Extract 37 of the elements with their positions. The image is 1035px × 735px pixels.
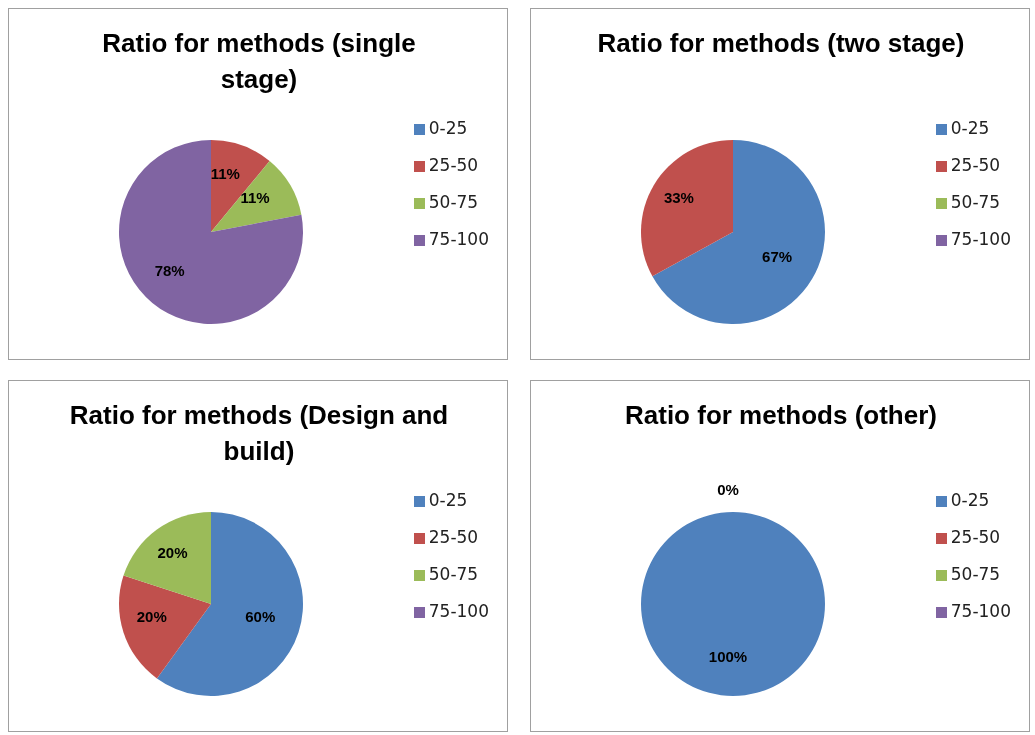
legend-label: 25-50 (950, 527, 1001, 547)
legend-label: 50-75 (950, 564, 1001, 584)
data-label: 11% (210, 164, 240, 182)
data-label: 67% (762, 247, 793, 265)
data-label: 20% (157, 544, 188, 562)
legend-label: 50-75 (428, 564, 479, 584)
legend-label: 50-75 (428, 192, 479, 212)
pie-slice (123, 512, 211, 604)
pie-slice (211, 161, 302, 232)
data-label: 20% (136, 608, 167, 626)
pie-slice (119, 575, 211, 679)
text: 0% (717, 480, 739, 498)
pie-slice (119, 140, 303, 324)
legend-label: 75-100 (950, 601, 1011, 621)
chart-title: Ratio for methods (other) (624, 399, 938, 432)
chart-title: Ratio for methods (single stage) (101, 27, 417, 96)
pie-slice (641, 140, 733, 277)
pie-slice (211, 140, 270, 232)
data-label: 33% (663, 189, 694, 207)
legend-label: 0-25 (428, 490, 468, 510)
legend-label: 25-50 (428, 155, 479, 175)
chart-title: Ratio for methods (Design and build) (69, 399, 449, 468)
legend-label: 75-100 (950, 229, 1011, 249)
legend-label: 25-50 (950, 155, 1001, 175)
data-label: 100% (708, 647, 748, 665)
chart-title: Ratio for methods (two stage) (596, 27, 966, 60)
data-label: 60% (245, 608, 276, 626)
legend-label: 0-25 (428, 118, 468, 138)
legend-label: 75-100 (428, 601, 489, 621)
legend-label: 0-25 (950, 490, 990, 510)
legend-label: 50-75 (950, 192, 1001, 212)
legend-label: 0-25 (950, 118, 990, 138)
data-label: 78% (154, 262, 185, 280)
legend-label: 25-50 (428, 527, 479, 547)
legend-label: 75-100 (428, 229, 489, 249)
pie-slice (652, 140, 825, 324)
data-label: 11% (240, 189, 270, 207)
